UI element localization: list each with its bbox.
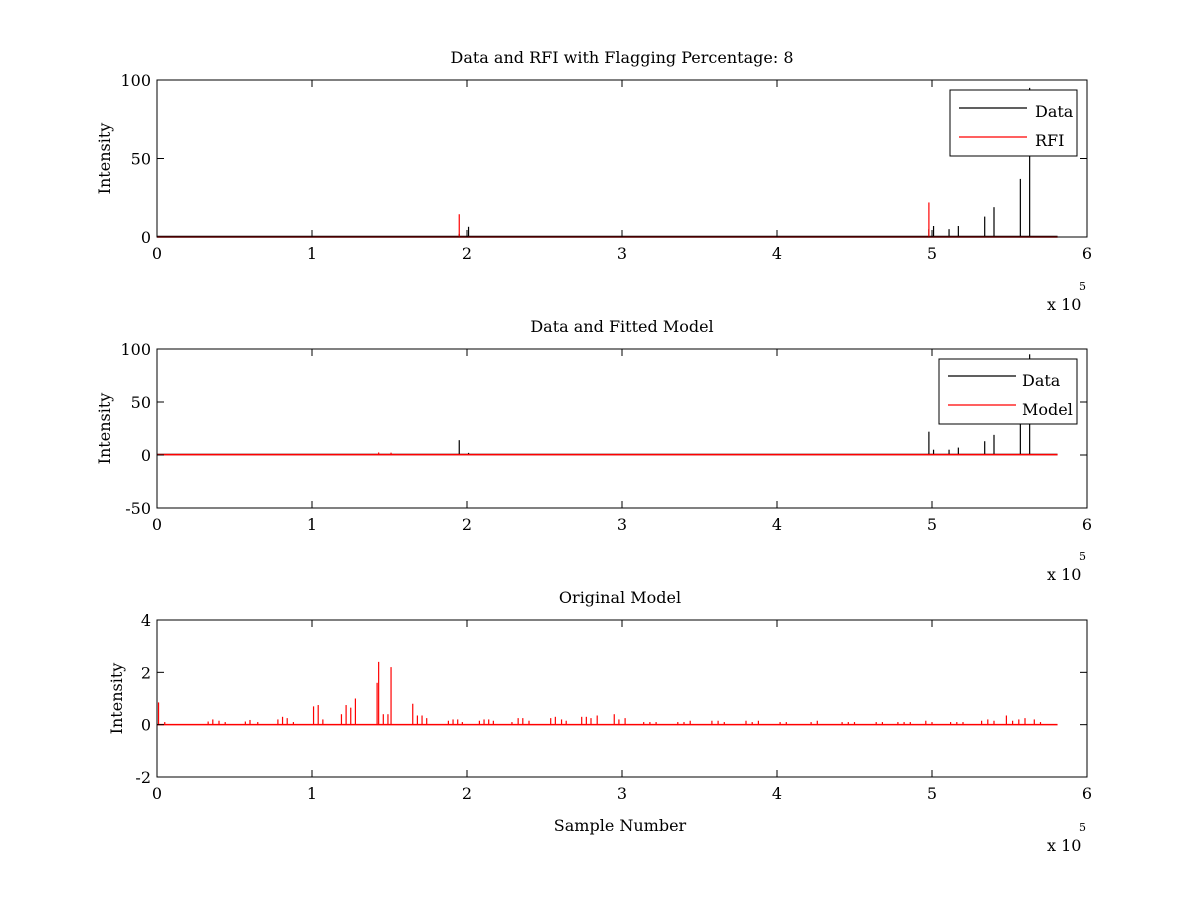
subplot-3-series-0 bbox=[157, 661, 1058, 726]
y-tick-label: -2 bbox=[135, 768, 151, 787]
subplot-1-legend-rfi-label: RFI bbox=[1035, 131, 1064, 150]
x-tick-label: 0 bbox=[152, 515, 162, 534]
y-tick-label: 0 bbox=[141, 228, 151, 247]
x-tick-label: 3 bbox=[617, 515, 627, 534]
x-tick-label: 4 bbox=[772, 244, 782, 263]
subplot-2-series-1 bbox=[157, 452, 1058, 456]
y-tick-label: 0 bbox=[141, 716, 151, 735]
x-tick-label: 4 bbox=[772, 784, 782, 803]
subplot-3-title: Original Model bbox=[559, 588, 681, 607]
subplot-1-x-exponent-power: 5 bbox=[1079, 280, 1086, 293]
subplot-3-series bbox=[157, 661, 1058, 726]
x-tick-label: 6 bbox=[1082, 244, 1092, 263]
y-tick-label: 50 bbox=[131, 393, 151, 412]
y-tick-label: -50 bbox=[125, 499, 151, 518]
subplot-1: 0 1 2 3 4 5 6 0 50 100 Data and RFI with Flagging… bbox=[95, 48, 1092, 314]
subplot-1-ticks: 0 1 2 3 4 5 6 0 50 100 bbox=[120, 71, 1092, 263]
subplot-1-plot-area bbox=[157, 80, 1087, 237]
x-tick-label: 2 bbox=[462, 515, 472, 534]
subplot-3-x-exponent-base: x 10 bbox=[1047, 836, 1081, 855]
subplot-2-legend: Data Model bbox=[938, 358, 1078, 425]
x-tick-label: 5 bbox=[927, 515, 937, 534]
y-tick-label: 0 bbox=[141, 446, 151, 465]
subplot-2-legend-data-label: Data bbox=[1022, 371, 1061, 390]
y-tick-label: 100 bbox=[120, 340, 151, 359]
subplot-2-x-exponent-power: 5 bbox=[1079, 550, 1086, 563]
subplot-1-legend-box bbox=[949, 89, 1078, 157]
y-tick-label: 50 bbox=[131, 150, 151, 169]
x-tick-label: 1 bbox=[307, 244, 317, 263]
subplot-1-x-exponent-base: x 10 bbox=[1047, 295, 1081, 314]
x-tick-label: 5 bbox=[927, 244, 937, 263]
x-tick-label: 0 bbox=[152, 784, 162, 803]
x-tick-label: 1 bbox=[307, 784, 317, 803]
x-tick-label: 2 bbox=[462, 244, 472, 263]
y-tick-label: 100 bbox=[120, 71, 151, 90]
subplot-1-legend: Data RFI bbox=[949, 89, 1078, 157]
subplot-3-ylabel: Intensity bbox=[107, 663, 126, 735]
subplot-3-xlabel: Sample Number bbox=[554, 816, 687, 835]
subplot-2-plot-area bbox=[157, 349, 1087, 508]
subplot-2-legend-box bbox=[938, 358, 1078, 425]
subplot-3-plot-area bbox=[157, 620, 1087, 777]
x-tick-label: 4 bbox=[772, 515, 782, 534]
subplot-1-legend-data-label: Data bbox=[1035, 102, 1074, 121]
x-tick-label: 3 bbox=[617, 244, 627, 263]
subplot-3-x-exponent-power: 5 bbox=[1079, 821, 1086, 834]
x-tick-label: 5 bbox=[927, 784, 937, 803]
y-tick-label: 4 bbox=[141, 611, 151, 630]
x-tick-label: 3 bbox=[617, 784, 627, 803]
subplot-1-ylabel: Intensity bbox=[95, 123, 114, 195]
x-tick-label: 6 bbox=[1082, 784, 1092, 803]
subplot-2-legend-model-label: Model bbox=[1022, 400, 1073, 419]
subplot-2-x-exponent-base: x 10 bbox=[1047, 565, 1081, 584]
subplot-2-ylabel: Intensity bbox=[95, 393, 114, 465]
subplot-2-title: Data and Fitted Model bbox=[530, 317, 713, 336]
subplot-2-series bbox=[157, 354, 1058, 456]
x-tick-label: 0 bbox=[152, 244, 162, 263]
y-tick-label: 2 bbox=[141, 663, 151, 682]
x-tick-label: 2 bbox=[462, 784, 472, 803]
subplot-1-title: Data and RFI with Flagging Percentage: 8 bbox=[450, 48, 793, 67]
x-tick-label: 1 bbox=[307, 515, 317, 534]
x-tick-label: 6 bbox=[1082, 515, 1092, 534]
